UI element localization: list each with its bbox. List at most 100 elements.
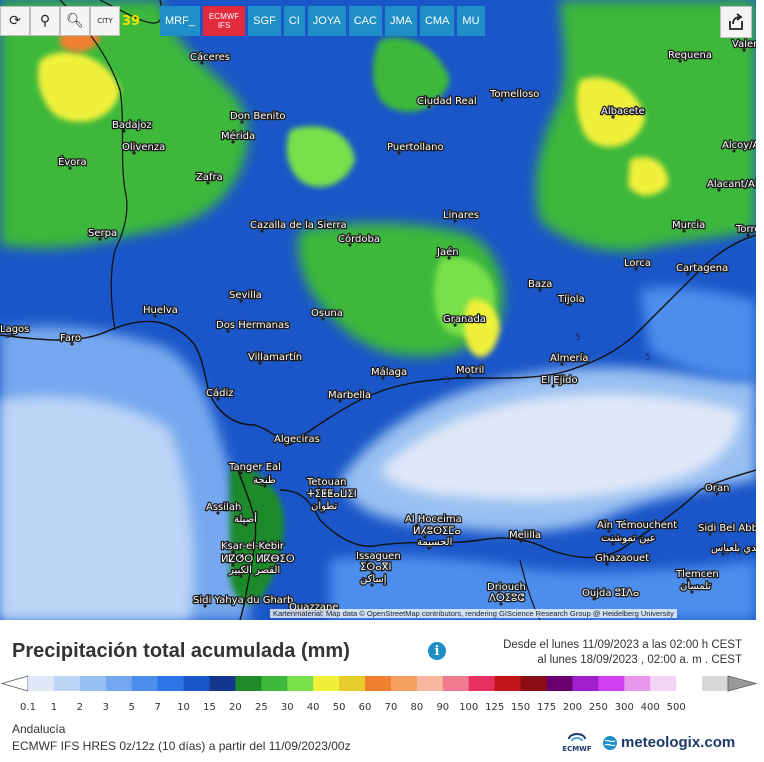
city-dot bbox=[216, 397, 220, 401]
city-label: Assilah bbox=[206, 502, 241, 513]
region-name: Andalucía bbox=[12, 722, 66, 736]
brand-name: meteologix.com bbox=[621, 734, 736, 751]
map-pin-icon: ⚲ bbox=[39, 13, 51, 29]
share-icon bbox=[729, 13, 743, 30]
svg-text:5: 5 bbox=[645, 353, 651, 363]
city-dot bbox=[284, 443, 288, 447]
city-dot bbox=[682, 229, 686, 233]
tab-cac[interactable]: CAC bbox=[348, 6, 382, 36]
tab-jma[interactable]: JMA bbox=[384, 6, 417, 36]
city-label: Requena bbox=[668, 50, 712, 61]
city-label: Huelva bbox=[143, 305, 178, 316]
city-label: ⵜⵉⵟⵟⴰⵡⵉⵏ bbox=[307, 489, 357, 500]
tab-mrf[interactable]: MRF_ bbox=[160, 6, 200, 36]
tab-mu[interactable]: MU bbox=[457, 6, 485, 36]
city-label: Torrevieja bbox=[735, 224, 756, 235]
city-dot bbox=[466, 374, 470, 378]
city-label: Cazalla de la Sierra bbox=[250, 220, 347, 231]
hour-badge: 39 bbox=[120, 6, 150, 36]
tab-joya[interactable]: JOYA bbox=[307, 6, 346, 36]
tab-ecmwf-ifs[interactable]: ECMWF IFS bbox=[202, 6, 246, 36]
legend-swatch bbox=[53, 676, 81, 691]
city-label: Sevilla bbox=[229, 290, 262, 301]
city-label: ⵍⵇⵚⵔ ⵍⴽⴱⵉⵔ bbox=[221, 554, 295, 565]
city-label: تطوان bbox=[311, 501, 337, 512]
city-label: El Ejido bbox=[541, 375, 578, 386]
city-label: Osuna bbox=[311, 308, 343, 319]
legend-swatch bbox=[339, 676, 366, 691]
city-dot bbox=[742, 48, 746, 52]
share-button[interactable] bbox=[720, 6, 752, 38]
city-label: Córdoba bbox=[338, 233, 380, 245]
hour-value: 39 bbox=[122, 13, 141, 29]
legend-label: 300 bbox=[615, 702, 634, 713]
city-label: Alcoy/Alcoi bbox=[722, 140, 756, 151]
tab-cma[interactable]: CMA bbox=[419, 6, 455, 36]
tab-ci[interactable]: CI bbox=[283, 6, 305, 36]
city-label: Aïn Témouchent bbox=[597, 519, 677, 531]
city-label: Baza bbox=[528, 279, 552, 290]
legend-label: 5 bbox=[129, 702, 135, 713]
legend-label: 60 bbox=[359, 702, 372, 713]
meteologix-logo[interactable]: meteologix.com bbox=[602, 734, 735, 751]
location-button[interactable]: ⚲ bbox=[30, 6, 60, 36]
city-label: Oran bbox=[705, 483, 729, 494]
city-label: Faro bbox=[60, 333, 81, 344]
legend-swatch bbox=[157, 676, 185, 691]
city-label: Tetouan bbox=[306, 477, 346, 488]
city-dot bbox=[686, 272, 690, 276]
city-dot bbox=[239, 471, 243, 475]
city-dot bbox=[70, 342, 74, 346]
city-label: Cádiz bbox=[206, 387, 234, 399]
legend-label: 80 bbox=[411, 702, 424, 713]
period-end: al lunes 18/09/2023 , 02:00 a. m . CEST bbox=[537, 654, 742, 666]
legend-label: 1 bbox=[51, 702, 57, 713]
city-label: Albacete bbox=[601, 106, 645, 117]
city-dot bbox=[427, 105, 431, 109]
legend-label: 50 bbox=[333, 702, 346, 713]
legend-arrow-left bbox=[0, 675, 29, 692]
legend-labels: 0.1 1 2 3 5 7 10 15 20 25 30 40 50 60 70 80 90 100 125 150 1… bbox=[20, 702, 686, 713]
city-dot bbox=[239, 574, 243, 578]
city-dot bbox=[68, 166, 72, 170]
city-dot bbox=[611, 115, 615, 119]
legend-label: 3 bbox=[103, 702, 109, 713]
city-label: طنجة bbox=[253, 475, 276, 486]
city-dot bbox=[370, 571, 374, 575]
legend-label: 200 bbox=[563, 702, 582, 713]
city-label: Driouch bbox=[487, 582, 526, 593]
city-label: سيدي بلعباس bbox=[711, 543, 756, 554]
city-toggle-button[interactable]: CITY bbox=[90, 6, 120, 36]
precipitation-map[interactable]: 5 5 5 5 Cáceres Tomelloso Requena Valencia B… bbox=[0, 0, 756, 620]
city-dot bbox=[231, 140, 235, 144]
city-dot bbox=[317, 498, 321, 502]
info-icon[interactable]: i bbox=[428, 642, 446, 660]
city-label: Melilla bbox=[509, 530, 541, 541]
city-label: Almería bbox=[550, 352, 589, 364]
city-dot bbox=[715, 492, 719, 496]
legend-label: 70 bbox=[385, 702, 398, 713]
zoom-button[interactable]: 🔍︎ bbox=[60, 6, 90, 36]
city-dot bbox=[200, 61, 204, 65]
city-label: Lorca bbox=[624, 258, 651, 269]
city-dot bbox=[122, 129, 126, 133]
tab-sgf[interactable]: SGF bbox=[248, 6, 281, 36]
legend-swatch bbox=[28, 676, 55, 691]
legend-swatch bbox=[183, 676, 210, 691]
refresh-button[interactable]: ⟳ bbox=[0, 6, 30, 36]
city-label: Zafra bbox=[196, 172, 223, 183]
city-label: Cáceres bbox=[190, 51, 230, 63]
city-dot bbox=[132, 151, 136, 155]
svg-text:5: 5 bbox=[5, 331, 11, 341]
legend-swatch bbox=[390, 676, 418, 691]
city-dot bbox=[216, 511, 220, 515]
legend-title: Precipitación total acumulada (mm) bbox=[12, 640, 350, 662]
city-dot bbox=[258, 361, 262, 365]
city-dot bbox=[321, 317, 325, 321]
city-label: عين تموشنت bbox=[601, 533, 656, 544]
city-label: القصر الكبير bbox=[228, 565, 280, 576]
legend-label: 125 bbox=[485, 702, 504, 713]
legend-bar bbox=[0, 675, 758, 692]
city-label: Don Benito bbox=[230, 111, 286, 122]
city-label: Valencia bbox=[732, 39, 756, 50]
